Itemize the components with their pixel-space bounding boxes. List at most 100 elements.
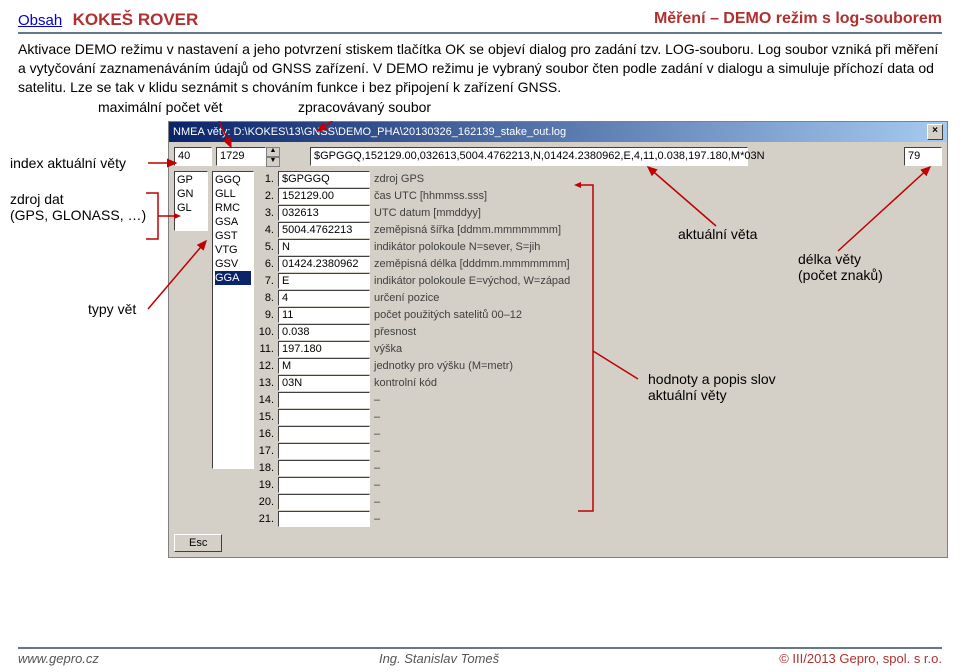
list-item[interactable]: GSV (215, 257, 251, 271)
source-listbox[interactable]: GPGNGL (174, 171, 208, 231)
row-number: 15. (258, 411, 274, 423)
row-value: 032613 (278, 205, 370, 221)
list-item[interactable]: GL (177, 201, 205, 215)
row-number: 2. (258, 190, 274, 202)
row-value: M (278, 358, 370, 374)
detail-row: 21.– (258, 511, 942, 527)
row-number: 11. (258, 343, 274, 355)
field-max[interactable]: 40 (174, 147, 212, 166)
footer: www.gepro.cz Ing. Stanislav Tomeš © III/… (18, 647, 942, 666)
row-desc: určení pozice (374, 292, 439, 304)
types-listbox[interactable]: GGQGLLRMCGSAGSTVTGGSVGGA (212, 171, 254, 469)
row-desc: počet použitých satelitů 00–12 (374, 309, 522, 321)
header-bar: Obsah KOKEŠ ROVER Měření – DEMO režim s … (18, 10, 942, 34)
list-item[interactable]: GP (177, 173, 205, 187)
list-item[interactable]: GGQ (215, 173, 251, 187)
row-desc: – (374, 394, 380, 406)
row-desc: – (374, 411, 380, 423)
row-number: 7. (258, 275, 274, 287)
row-desc: – (374, 496, 380, 508)
row-value (278, 443, 370, 459)
row-desc: indikátor polokoule N=sever, S=jih (374, 241, 540, 253)
list-item[interactable]: GGA (215, 271, 251, 285)
row-desc: – (374, 479, 380, 491)
detail-row: 18.– (258, 460, 942, 476)
row-value (278, 494, 370, 510)
ann-source: zdroj dat (GPS, GLONASS, …) (10, 191, 146, 223)
row-value (278, 477, 370, 493)
dialog-titlebar: NMEA věty: D:\KOKES\13\GNSS\DEMO_PHA\201… (169, 122, 947, 142)
spinner-icon[interactable]: ▲▼ (266, 147, 280, 167)
field-sentence[interactable]: $GPGGQ,152129.00,032613,5004.4762213,N,0… (310, 147, 748, 166)
row-value: $GPGGQ (278, 171, 370, 187)
row-number: 6. (258, 258, 274, 270)
list-item[interactable]: GSA (215, 215, 251, 229)
ann-types: typy vět (88, 301, 136, 317)
detail-row: 20.– (258, 494, 942, 510)
detail-row: 17. – (258, 443, 942, 459)
row-number: 5. (258, 241, 274, 253)
row-value (278, 511, 370, 527)
row-desc: indikátor polokoule E=východ, W=západ (374, 275, 570, 287)
field-length[interactable]: 79 (904, 147, 942, 166)
row-value: 03N (278, 375, 370, 391)
details-panel: 1. $GPGGQ zdroj GPS 2.152129.00čas UTC [hhm… (258, 171, 942, 528)
row-desc: jednotky pro výšku (M=metr) (374, 360, 513, 372)
row-value (278, 460, 370, 476)
row-desc: – (374, 462, 380, 474)
row-number: 17. (258, 445, 274, 457)
row-number: 19. (258, 479, 274, 491)
page-title: Měření – DEMO režim s log-souborem (654, 10, 942, 30)
row-value (278, 409, 370, 425)
row-desc: – (374, 513, 380, 525)
row-number: 9. (258, 309, 274, 321)
ann-processed-file: zpracovávaný soubor (298, 99, 431, 115)
row-value (278, 426, 370, 442)
intro-paragraph: Aktivace DEMO režimu v nastavení a jeho … (18, 40, 942, 97)
row-desc: zdroj GPS (374, 173, 424, 185)
row-desc: – (374, 445, 380, 457)
ann-index: index aktuální věty (10, 155, 126, 171)
row-value: N (278, 239, 370, 255)
detail-row: 11.197.180výška (258, 341, 942, 357)
row-number: 4. (258, 224, 274, 236)
row-value: 11 (278, 307, 370, 323)
row-desc: zeměpisná délka [dddmm.mmmmmmm] (374, 258, 570, 270)
detail-row: 14. – (258, 392, 942, 408)
detail-row: 4. 5004.4762213 zeměpisná šířka [ddmm.mmmm… (258, 222, 942, 238)
obsah-link[interactable]: Obsah (18, 12, 62, 29)
detail-row: 1. $GPGGQ zdroj GPS (258, 171, 942, 187)
detail-row: 19. – (258, 477, 942, 493)
row-number: 1. (258, 173, 274, 185)
row-number: 3. (258, 207, 274, 219)
list-item[interactable]: GLL (215, 187, 251, 201)
row-desc: – (374, 428, 380, 440)
close-icon[interactable]: × (927, 124, 943, 140)
nmea-dialog: NMEA věty: D:\KOKES\13\GNSS\DEMO_PHA\201… (168, 121, 948, 558)
list-item[interactable]: RMC (215, 201, 251, 215)
row-desc: zeměpisná šířka [ddmm.mmmmmmm] (374, 224, 561, 236)
row-value (278, 392, 370, 408)
detail-row: 8.4určení pozice (258, 290, 942, 306)
row-value: 4 (278, 290, 370, 306)
row-number: 13. (258, 377, 274, 389)
row-desc: čas UTC [hhmmss.sss] (374, 190, 487, 202)
list-item[interactable]: GST (215, 229, 251, 243)
detail-row: 13.03Nkontrolní kód (258, 375, 942, 391)
list-item[interactable]: GN (177, 187, 205, 201)
detail-row: 2.152129.00čas UTC [hhmmss.sss] (258, 188, 942, 204)
esc-button[interactable]: Esc (174, 534, 222, 552)
row-desc: výška (374, 343, 402, 355)
footer-copyright: © III/2013 Gepro, spol. s r.o. (779, 651, 942, 666)
detail-row: 15. – (258, 409, 942, 425)
field-index[interactable]: 1729 (216, 147, 266, 166)
detail-row: 16.– (258, 426, 942, 442)
detail-row: 10.0.038přesnost (258, 324, 942, 340)
detail-row: 9. 11 počet použitých satelitů 00–12 (258, 307, 942, 323)
row-number: 14. (258, 394, 274, 406)
list-item[interactable]: VTG (215, 243, 251, 257)
ann-current: aktuální věta (678, 226, 757, 242)
row-value: 5004.4762213 (278, 222, 370, 238)
ann-length: délka věty (počet znaků) (798, 251, 883, 283)
row-value: E (278, 273, 370, 289)
